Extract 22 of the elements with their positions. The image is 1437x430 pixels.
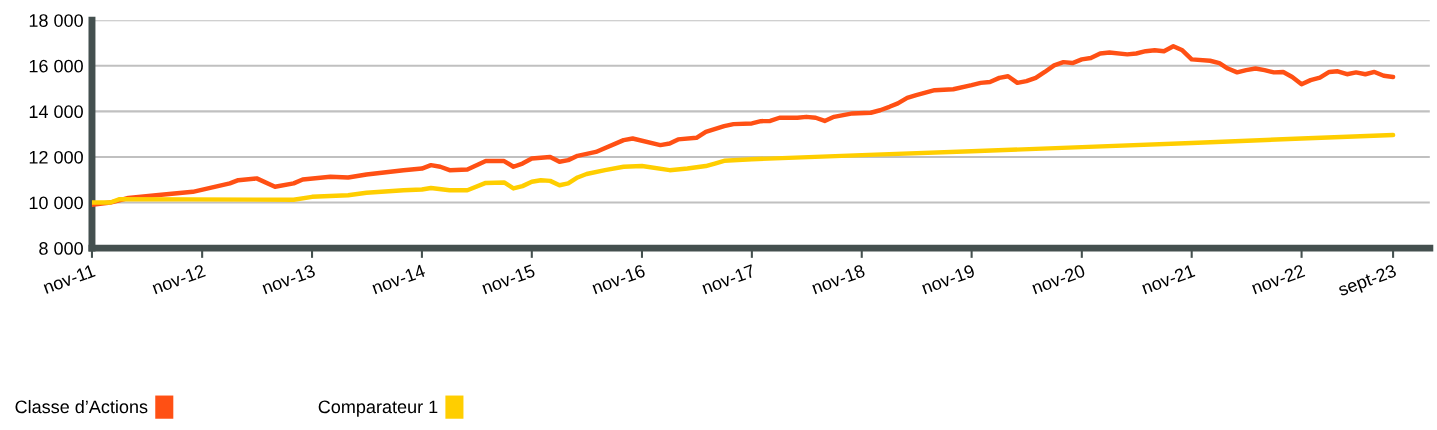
legend-label: Classe d’Actions	[15, 399, 148, 414]
line-series	[91, 132, 1396, 205]
x-tick-label: nov-16	[591, 264, 646, 295]
x-tick-label: nov-22	[1250, 264, 1306, 295]
x-tick-label: nov-19	[921, 264, 976, 295]
y-tick-label: 14 000	[29, 105, 83, 119]
x-tick-label: nov-11	[42, 264, 96, 294]
x-tick-label: nov-15	[481, 264, 536, 295]
y-tick-label: 8 000	[39, 242, 83, 255]
x-tick-label: nov-17	[701, 264, 756, 295]
x-tick-label: nov-14	[371, 264, 426, 295]
x-tick-label: nov-13	[261, 264, 316, 295]
x-tick-label: nov-20	[1031, 264, 1086, 295]
y-tick-label: 18 000	[29, 14, 83, 27]
y-tick-label: 10 000	[29, 196, 83, 210]
y-tick-label: 16 000	[29, 59, 83, 73]
line-series	[91, 43, 1396, 208]
legend-label: Comparateur 1	[318, 400, 438, 417]
x-tick-label: nov-21	[1141, 264, 1196, 295]
y-tick-label: 12 000	[29, 150, 83, 164]
x-tick-label: nov-12	[151, 264, 206, 295]
x-tick-label: nov-18	[811, 264, 866, 295]
